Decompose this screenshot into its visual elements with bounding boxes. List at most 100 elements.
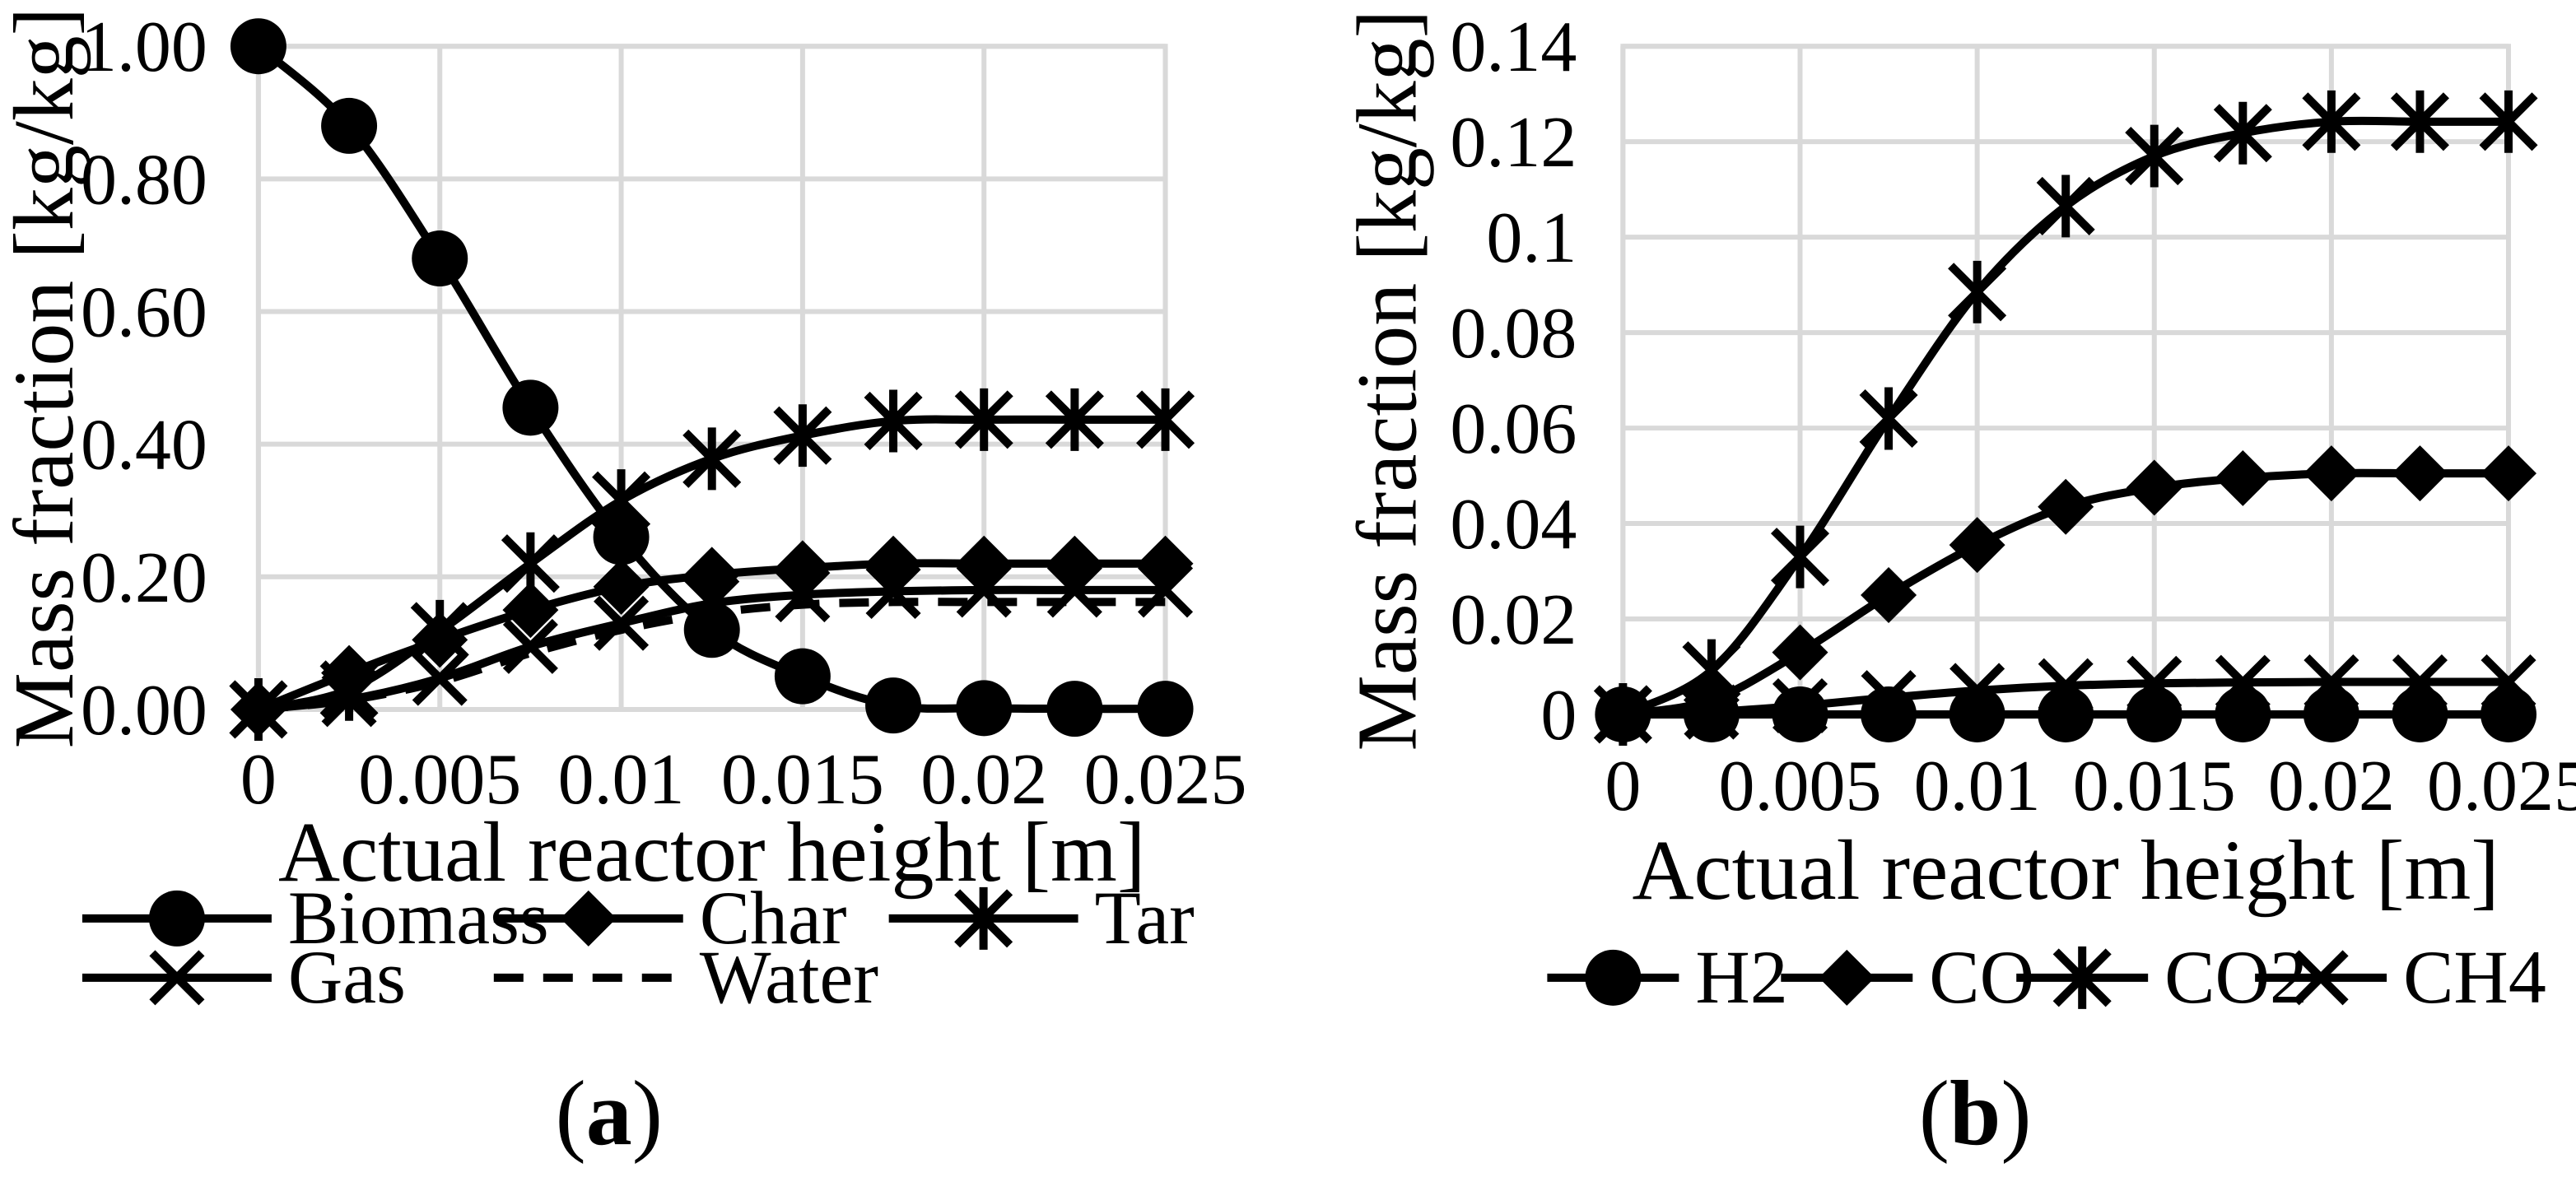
panel-b-chart: 0 0.005 0.01 0.015 0.02 0.025 0 0.02 0.04 0.06 0.0… <box>1339 7 2576 1165</box>
series-biomass-point-shape <box>865 677 922 734</box>
series-biomass-point-shape <box>774 648 831 705</box>
series-co2-point <box>1682 639 1741 702</box>
y-tick-label: 0.1 <box>1486 198 1577 278</box>
y-axis-tick-labels: 0.00 0.20 0.40 0.60 0.80 1.00 <box>81 7 207 751</box>
series-char-point-shape <box>593 558 650 615</box>
series-co-point-shape <box>2215 449 2271 506</box>
series-h2-point <box>2038 686 2094 742</box>
x-tick-label: 0.02 <box>2268 747 2395 826</box>
legend-item-h2-marker <box>1585 949 1642 1006</box>
series-gas-point-stroke <box>1138 562 1194 618</box>
y-tick-label: 0 <box>1540 676 1577 756</box>
series-biomass-point <box>412 230 468 287</box>
series-water <box>258 598 1166 714</box>
series-ch4-point-stroke <box>2038 658 2094 714</box>
y-tick-label: 0.12 <box>1450 103 1577 183</box>
series-char-point <box>774 540 831 597</box>
series-co-point-shape <box>1772 624 1828 681</box>
caption-letter: a <box>586 1063 632 1165</box>
series-ch4-point <box>2481 654 2536 710</box>
series-h2-point-shape <box>2215 686 2271 742</box>
legend-item-tar-marker <box>954 886 1013 950</box>
y-tick-label: 0.00 <box>81 671 207 751</box>
caption-close-paren: ) <box>632 1063 663 1165</box>
series-co-point <box>1861 567 1917 623</box>
legend-item-water: Water <box>493 935 878 1019</box>
series-co-point <box>1949 517 2005 574</box>
series-gas-point-stroke <box>502 618 558 674</box>
series-ch4-point-stroke <box>1595 686 1651 742</box>
series-biomass-point-shape <box>1137 681 1194 737</box>
y-axis-label: Mass fraction [kg/kg] <box>0 7 91 749</box>
series-ch4-point-stroke <box>2215 654 2271 710</box>
series-h2-point <box>2481 686 2537 742</box>
series-co-point-shape <box>1949 517 2005 574</box>
series-biomass-point <box>774 648 831 705</box>
series-co-point <box>1772 624 1828 681</box>
series-gas-point-stroke <box>775 567 831 623</box>
series-tar-point <box>773 404 832 468</box>
series-ch4-point <box>1861 670 1917 726</box>
series-h2-point-shape <box>2392 686 2448 742</box>
legend-item-co2: CO2 <box>2016 935 2308 1019</box>
series-co2-point <box>2213 101 2272 165</box>
series-tar-point <box>592 469 651 533</box>
series-char-point-shape <box>865 535 922 592</box>
series-char-point <box>502 582 559 639</box>
legend-item-co-marker <box>1819 949 1875 1006</box>
series-group <box>229 18 1195 741</box>
gridlines <box>255 44 1168 712</box>
series-tar-point <box>501 532 560 595</box>
series-gas-point <box>1138 562 1194 618</box>
series-gas-point-stroke <box>321 672 377 728</box>
series-co-point <box>2481 445 2537 502</box>
series-biomass-point <box>593 509 650 565</box>
legend-item-co: CO <box>1781 935 2034 1019</box>
series-co2-point <box>2036 174 2095 238</box>
series-biomass-point-shape <box>502 379 559 436</box>
legend-item-h2-label: H2 <box>1695 935 1787 1019</box>
legend-item-tar-label: Tar <box>1095 876 1195 960</box>
legend-item-biomass-marker-shape <box>148 890 205 947</box>
series-ch4-point-stroke <box>1861 670 1917 726</box>
x-tick-label: 0.005 <box>358 740 521 820</box>
series-gas-point <box>502 618 558 674</box>
legend-item-tar: Tar <box>888 876 1195 960</box>
caption-open-paren: ( <box>1919 1063 1949 1165</box>
series-h2-point <box>2126 686 2182 742</box>
x-tick-label: 0 <box>240 740 277 820</box>
series-gas-point <box>321 672 377 728</box>
series-ch4 <box>1595 654 2536 742</box>
series-char-point <box>593 558 650 615</box>
legend-item-h2: H2 <box>1547 935 1788 1019</box>
series-gas-point-stroke <box>1046 562 1102 618</box>
series-co-point-shape <box>2126 459 2182 516</box>
series-co-point <box>2215 449 2271 506</box>
series-co2-point <box>1859 387 1918 450</box>
series-char-point-shape <box>683 547 740 603</box>
series-ch4-point <box>1595 686 1651 742</box>
y-tick-label: 0.40 <box>81 406 207 486</box>
legend-item-gas-label: Gas <box>288 935 406 1019</box>
series-ch4-point <box>1949 663 2005 719</box>
x-axis-label: Actual reactor height [m] <box>278 805 1146 900</box>
series-ch4-point <box>2215 654 2271 710</box>
series-h2-point <box>2215 686 2271 742</box>
series-gas-point <box>775 567 831 623</box>
series-char-point <box>1137 535 1194 592</box>
series-gas-point-stroke <box>956 562 1012 618</box>
caption-close-paren: ) <box>2001 1063 2031 1165</box>
series-h2-point <box>2303 686 2359 742</box>
legend-item-gas-marker-stroke <box>149 950 205 1006</box>
series-ch4-point-stroke <box>1684 684 1740 740</box>
series-biomass-point-shape <box>593 509 650 565</box>
series-biomass-point-shape <box>321 97 378 154</box>
series-ch4-point-stroke <box>1949 663 2005 719</box>
legend-item-char-label: Char <box>700 876 847 960</box>
series-co2-point <box>2390 90 2449 153</box>
legend-item-ch4-marker <box>2293 950 2349 1006</box>
y-tick-label: 0.80 <box>81 140 207 220</box>
x-tick-label: 0.015 <box>721 740 884 820</box>
series-biomass-point <box>1137 681 1194 737</box>
